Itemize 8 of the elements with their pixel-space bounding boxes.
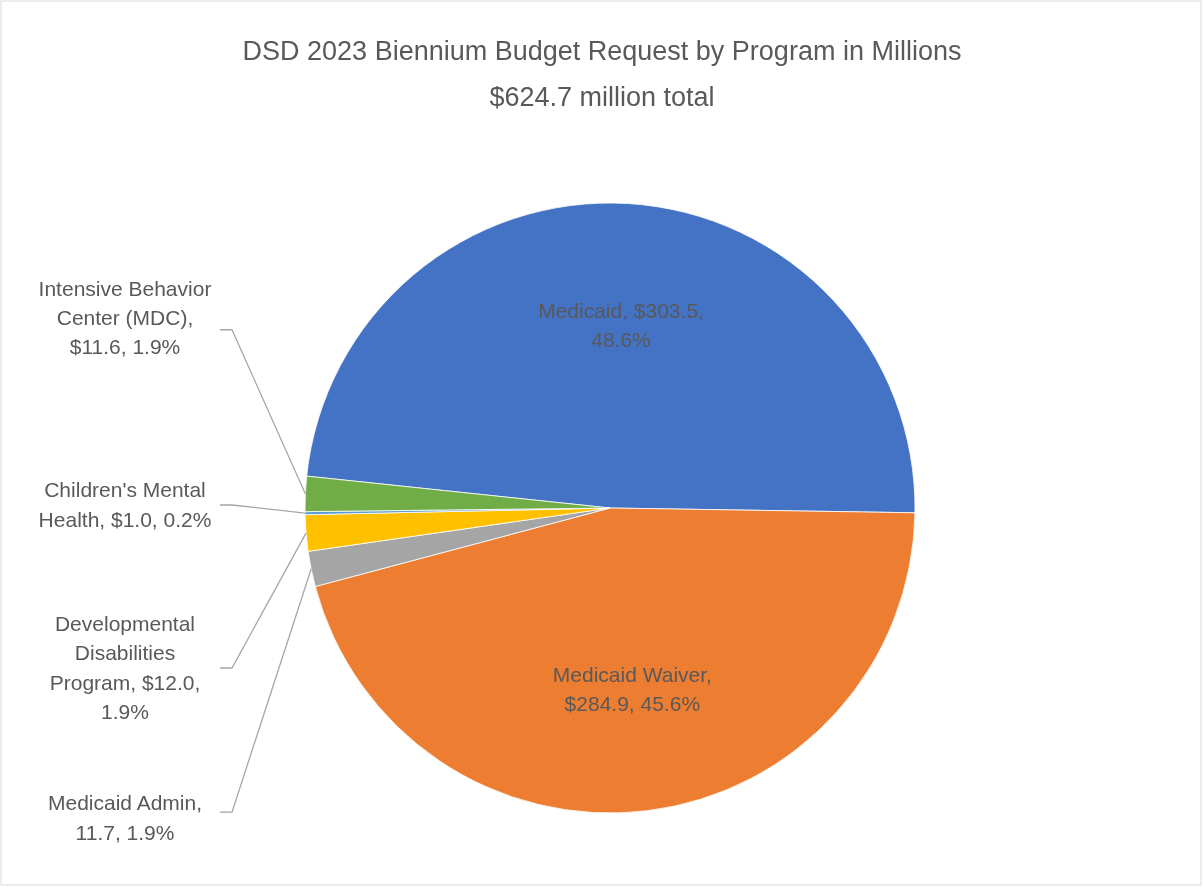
slice-label: Medicaid, $303.5, 48.6% <box>538 298 704 352</box>
slice-label: Intensive Behavior Center (MDC), $11.6, 1.9% <box>38 276 212 359</box>
slice-label: Developmental Disabilities Program, $12.0, 1.9% <box>49 611 201 724</box>
slice-label: Medicaid Waiver, $284.9, 45.6% <box>552 662 712 716</box>
slice-label: Children's Mental Health, $1.0, 0.2% <box>38 478 212 531</box>
chart-title: DSD 2023 Biennium Budget Request by Program in Millions <box>242 36 962 66</box>
slice-label: Medicaid Admin, 11.7, 1.9% <box>47 791 203 844</box>
chart-subtitle: $624.7 million total <box>489 82 715 112</box>
